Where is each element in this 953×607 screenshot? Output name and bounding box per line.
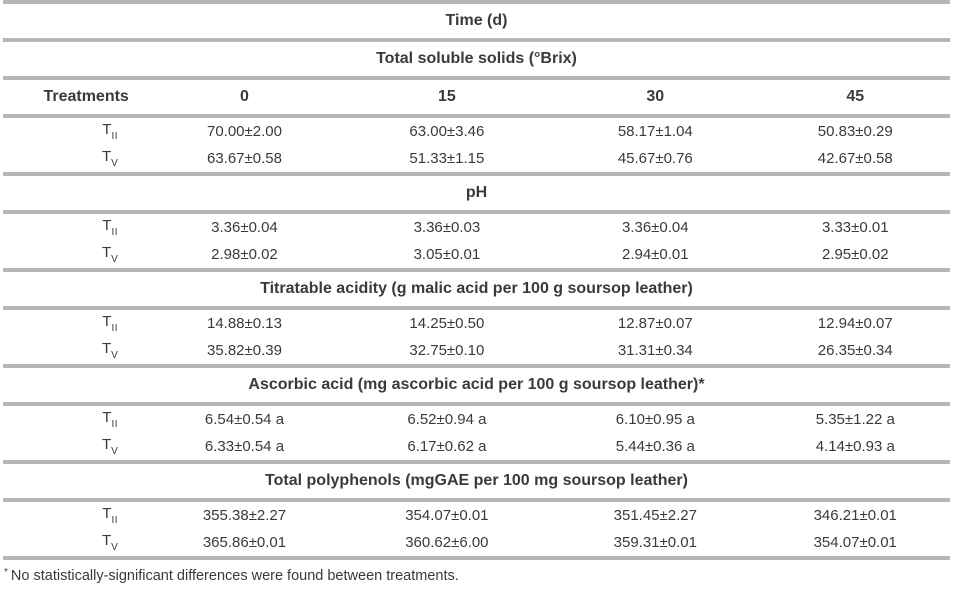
treatment-row-label: TV <box>3 145 146 176</box>
value-cell: 63.67±0.58 <box>145 145 344 176</box>
value-cell: 6.17±0.62 a <box>343 433 551 464</box>
section-header: Ascorbic acid (mg ascorbic acid per 100 … <box>3 366 950 406</box>
value-cell: 31.31±0.34 <box>550 337 761 368</box>
table-row: TII 14.88±0.13 14.25±0.50 12.87±0.07 12.94±0… <box>3 308 950 337</box>
time-column-header: 30 <box>550 78 761 118</box>
time-column-header: 15 <box>343 78 551 118</box>
column-header-row: Treatments 0 15 30 45 <box>3 78 950 118</box>
value-cell: 58.17±1.04 <box>617 123 693 140</box>
treatment-row-label: TII <box>102 217 118 238</box>
value-cell: 35.82±0.39 <box>145 337 344 368</box>
value-cell: 359.31±0.01 <box>550 529 761 560</box>
section-header-row: Ascorbic acid (mg ascorbic acid per 100 … <box>3 366 950 406</box>
value-cell: 63.00±3.46 <box>409 123 485 140</box>
value-cell: 32.75±0.10 <box>343 337 551 368</box>
section-header-row: Titratable acidity (g malic acid per 100… <box>3 270 950 310</box>
value-cell: 26.35±0.34 <box>760 337 950 368</box>
treatment-row-label: TV <box>3 529 146 560</box>
section-header: Titratable acidity (g malic acid per 100… <box>3 270 950 310</box>
value-cell: 6.54±0.54 a <box>204 411 285 428</box>
value-cell: 355.38±2.27 <box>202 507 287 524</box>
value-cell: 5.35±1.22 a <box>815 411 895 428</box>
value-cell: 3.36±0.03 <box>413 219 481 236</box>
treatment-row-label: TII <box>102 409 118 430</box>
value-cell: 3.36±0.04 <box>621 219 689 236</box>
treatment-row-label: TV <box>3 241 146 272</box>
time-column-header: 0 <box>145 78 344 118</box>
value-cell: 51.33±1.15 <box>343 145 551 176</box>
value-cell: 2.95±0.02 <box>760 241 950 272</box>
treatment-row-label: TII <box>102 505 118 526</box>
value-cell: 45.67±0.76 <box>550 145 761 176</box>
footnote-text: No statistically-significant differences… <box>10 568 459 584</box>
value-cell: 42.67±0.58 <box>760 145 950 176</box>
section-header: pH <box>3 174 950 214</box>
table-row: TV 63.67±0.58 51.33±1.15 45.67±0.76 42.67±0.… <box>3 145 950 176</box>
table-row: TV 365.86±0.01 360.62±6.00 359.31±0.01 354.0… <box>3 529 950 560</box>
value-cell: 3.33±0.01 <box>821 219 889 236</box>
value-cell: 14.25±0.50 <box>409 315 485 332</box>
value-cell: 365.86±0.01 <box>145 529 344 560</box>
value-cell: 5.44±0.36 a <box>550 433 761 464</box>
table-row: TII 355.38±2.27 354.07±0.01 351.45±2.27 346.… <box>3 500 950 529</box>
value-cell: 4.14±0.93 a <box>760 433 950 464</box>
value-cell: 360.62±6.00 <box>343 529 551 560</box>
table-row: TII 3.36±0.04 3.36±0.03 3.36±0.04 3.33±0.01 <box>3 212 950 241</box>
value-cell: 354.07±0.01 <box>405 507 489 524</box>
treatment-row-label: TV <box>3 337 146 368</box>
results-table: Time (d) Total soluble solids (°Brix) Tre… <box>3 0 950 560</box>
value-cell: 3.05±0.01 <box>343 241 551 272</box>
section-header: Total soluble solids (°Brix) <box>3 40 950 80</box>
value-cell: 70.00±2.00 <box>206 123 282 140</box>
value-cell: 354.07±0.01 <box>760 529 950 560</box>
section-header-row: pH <box>3 174 950 214</box>
value-cell: 6.10±0.95 a <box>615 411 695 428</box>
value-cell: 2.94±0.01 <box>550 241 761 272</box>
table-row: TII 70.00±2.00 63.00±3.46 58.17±1.04 50.83±0… <box>3 116 950 145</box>
section-header: Total polyphenols (mgGAE per 100 mg sour… <box>3 462 950 502</box>
table-footnote: * No statistically-significant difference… <box>3 567 950 584</box>
table-title: Time (d) <box>3 2 950 42</box>
table-row: TII 6.54±0.54 a 6.52±0.94 a 6.10±0.95 a 5.35… <box>3 404 950 433</box>
time-column-header: 45 <box>760 78 950 118</box>
value-cell: 12.87±0.07 <box>617 315 693 332</box>
value-cell: 6.33±0.54 a <box>145 433 344 464</box>
treatment-row-label: TV <box>3 433 146 464</box>
table-row: TV 35.82±0.39 32.75±0.10 31.31±0.34 26.35±0.… <box>3 337 950 368</box>
section-header-row: Total soluble solids (°Brix) <box>3 40 950 80</box>
table-row: TV 2.98±0.02 3.05±0.01 2.94±0.01 2.95±0.02 <box>3 241 950 272</box>
section-header-row: Total polyphenols (mgGAE per 100 mg sour… <box>3 462 950 502</box>
value-cell: 6.52±0.94 a <box>407 411 487 428</box>
value-cell: 14.88±0.13 <box>206 315 282 332</box>
value-cell: 3.36±0.04 <box>211 219 278 236</box>
treatment-row-label: TII <box>102 121 118 142</box>
treatments-column-header: Treatments <box>3 78 146 118</box>
table-title-row: Time (d) <box>3 2 950 42</box>
table-row: TV 6.33±0.54 a 6.17±0.62 a 5.44±0.36 a 4.14±… <box>3 433 950 464</box>
treatment-row-label: TII <box>102 313 118 334</box>
value-cell: 2.98±0.02 <box>145 241 344 272</box>
value-cell: 346.21±0.01 <box>813 507 897 524</box>
footnote-marker: * <box>4 567 8 578</box>
value-cell: 50.83±0.29 <box>817 123 893 140</box>
table-body: Total soluble solids (°Brix) Treatments 0 1… <box>3 40 950 560</box>
value-cell: 351.45±2.27 <box>613 507 697 524</box>
value-cell: 12.94±0.07 <box>817 315 893 332</box>
